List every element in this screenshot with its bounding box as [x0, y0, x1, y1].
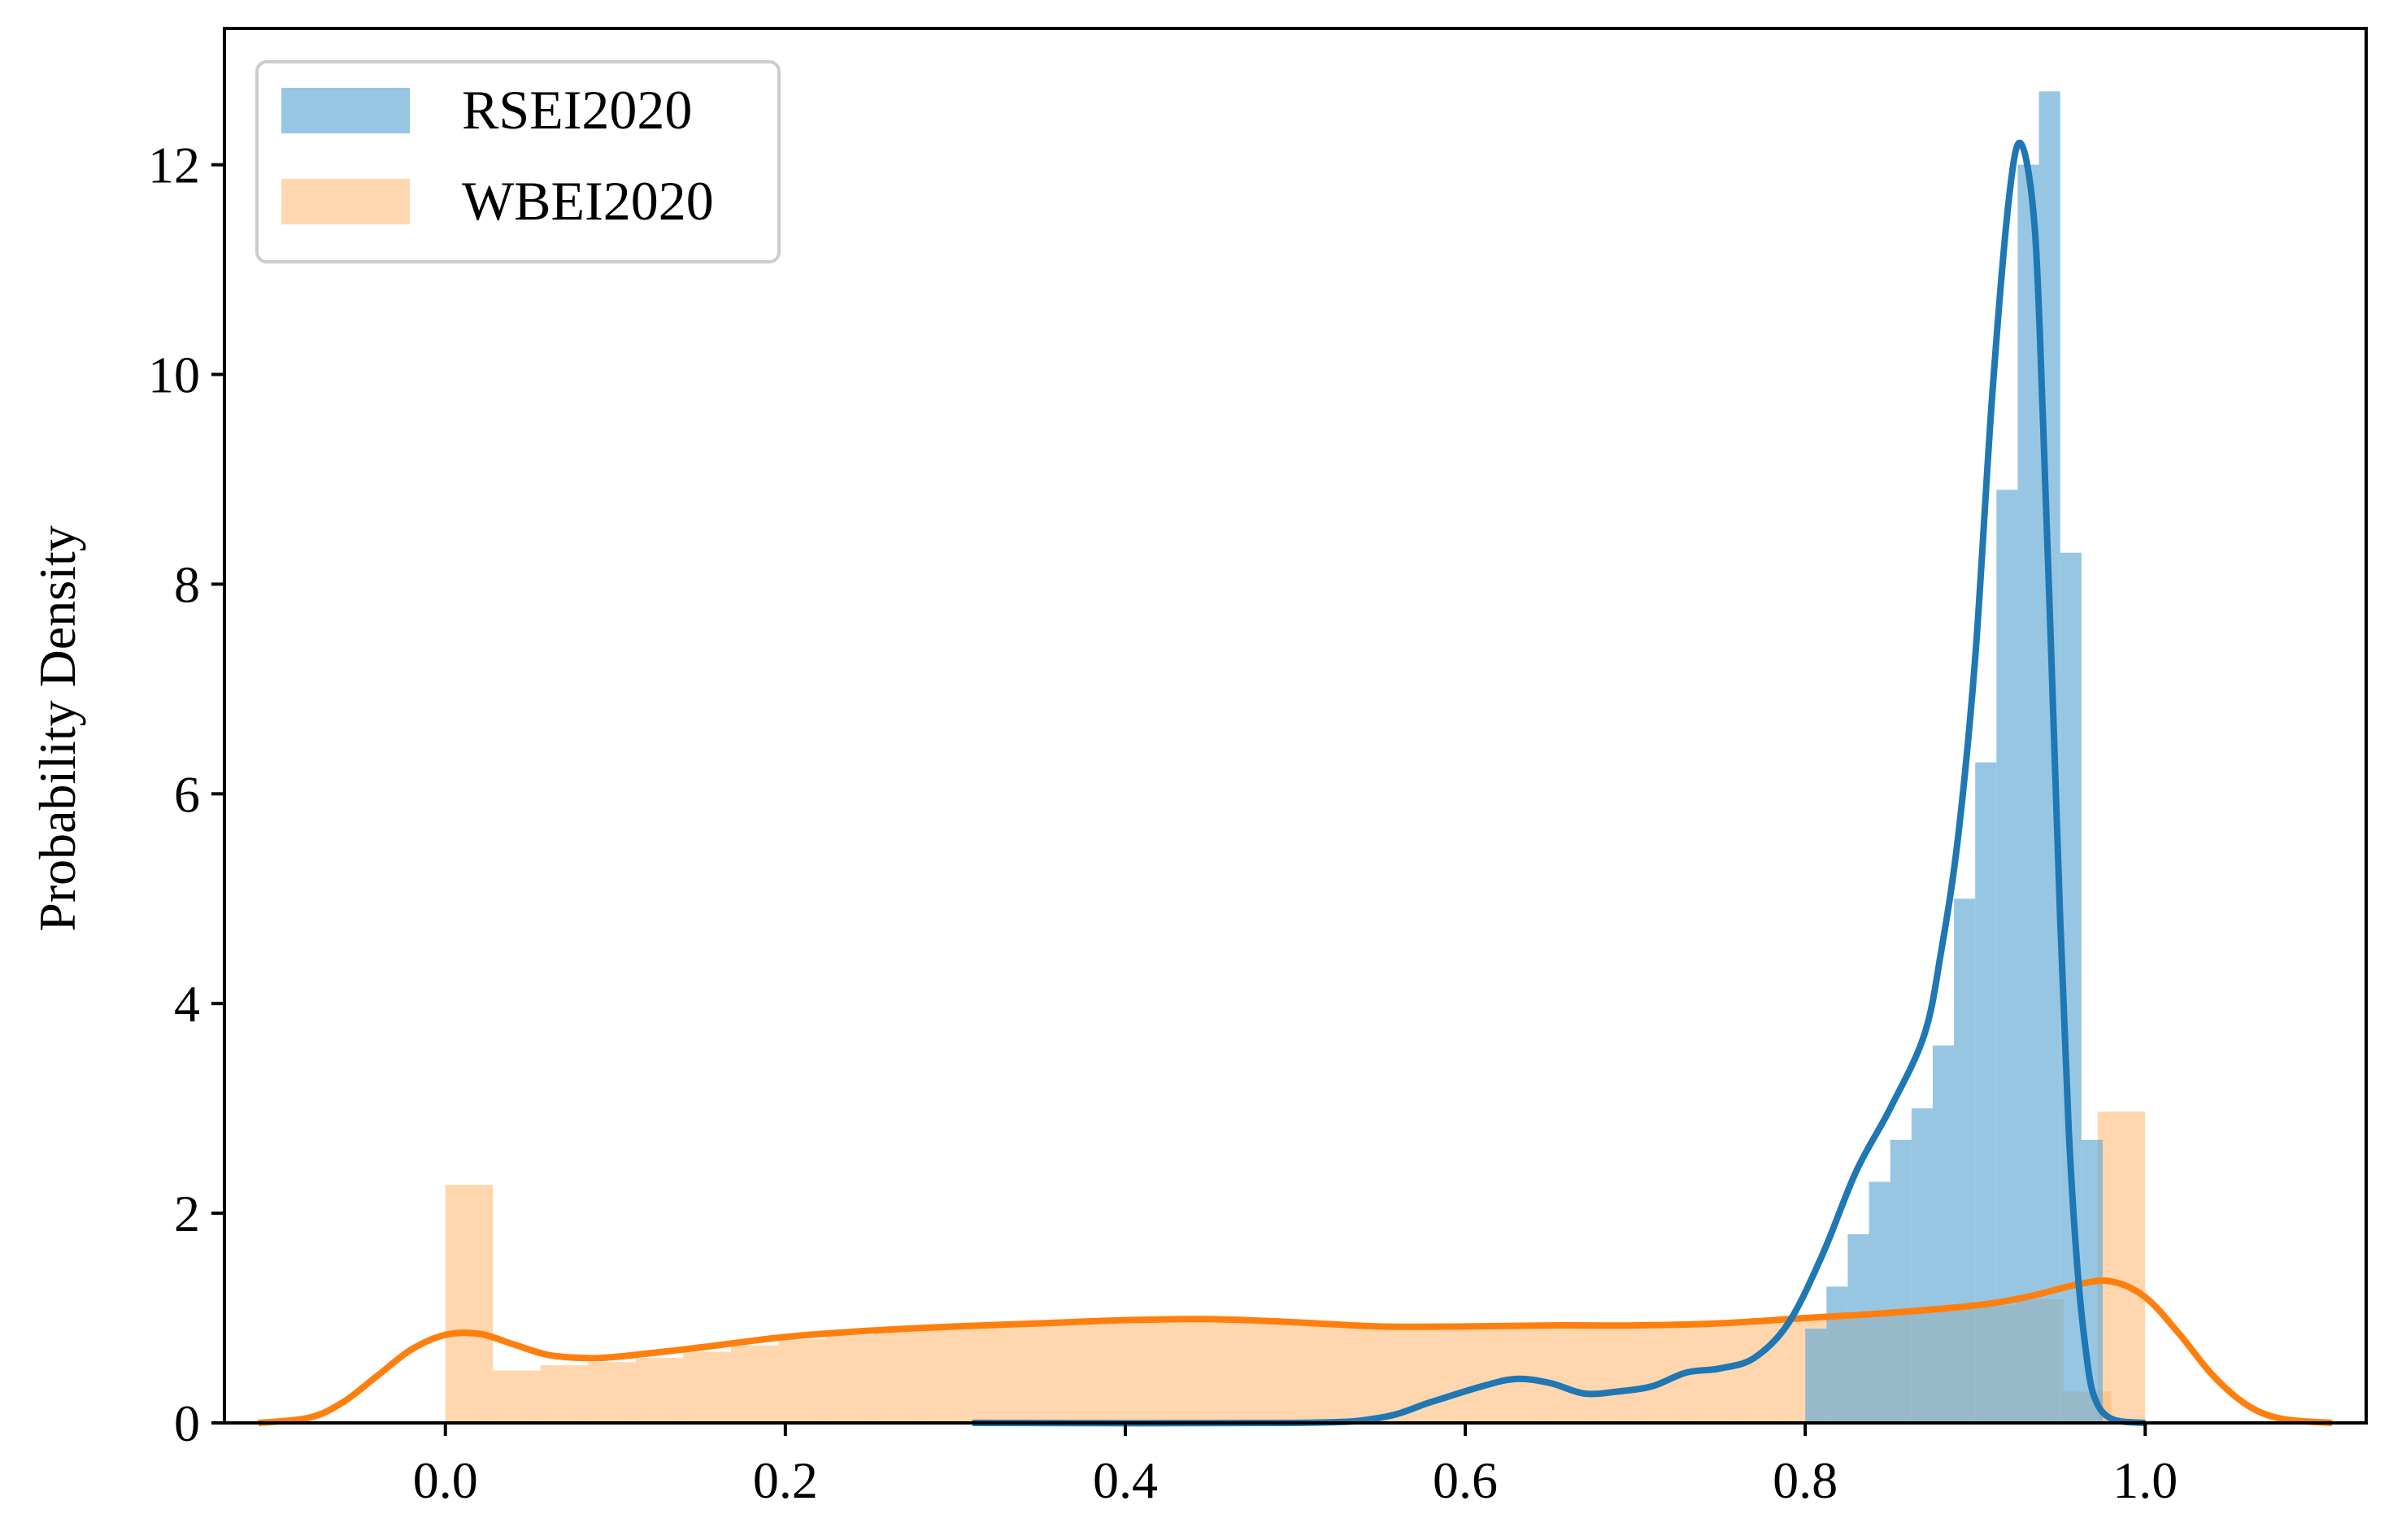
rsei2020-hist-bar	[1996, 489, 2018, 1423]
x-tick-label: 1.0	[2112, 1451, 2178, 1509]
x-tick-label: 0.4	[1093, 1451, 1158, 1509]
rsei2020-hist-bar	[1954, 898, 1976, 1423]
wbei2020-kde-line	[258, 1277, 2333, 1426]
wbei2020-hist-bar	[1016, 1325, 1064, 1423]
wbei2020-hist-bar	[1540, 1326, 1588, 1423]
rsei2020-hist-bar	[1826, 1286, 1848, 1423]
y-tick-label: 8	[174, 555, 200, 613]
legend-label: WBEI2020	[462, 170, 714, 232]
plot-frame	[223, 27, 2368, 1425]
legend: RSEI2020 WBEI2020	[255, 60, 781, 263]
legend-swatch	[281, 88, 410, 133]
wbei2020-hist-bar	[2097, 1111, 2146, 1423]
wbei2020-hist-bar	[540, 1365, 589, 1423]
wbei2020-hist-bar	[1064, 1323, 1112, 1423]
wbei2020-hist-bar	[968, 1327, 1017, 1423]
y-tick-label: 6	[174, 765, 200, 823]
wbei2020-hist-bar	[1444, 1327, 1493, 1423]
wbei2020-hist-bar	[1159, 1320, 1207, 1423]
y-tick-label: 2	[174, 1185, 200, 1242]
rsei2020-hist-bar	[1847, 1233, 1869, 1423]
y-tick-label: 10	[148, 346, 200, 404]
wbei2020-hist-bar	[635, 1358, 684, 1423]
rsei2020-hist-bar	[2017, 164, 2039, 1423]
legend-label: RSEI2020	[462, 79, 692, 141]
histogram-layer	[445, 91, 2146, 1424]
wbei2020-hist-bar	[1492, 1327, 1541, 1423]
wbei2020-hist-bar	[1207, 1319, 1255, 1423]
y-tick-label: 12	[148, 137, 200, 194]
wbei2020-hist-bar	[445, 1185, 494, 1423]
wbei2020-hist-bar	[1730, 1323, 1778, 1423]
wbei2020-hist-bar	[1302, 1322, 1350, 1423]
x-tick-label: 0.8	[1773, 1451, 1838, 1509]
kde-layer	[258, 139, 2333, 1427]
wbei2020-hist-bar	[1254, 1320, 1303, 1423]
wbei2020-hist-bar	[921, 1328, 969, 1423]
x-tick-label: 0.2	[753, 1451, 818, 1509]
wbei2020-hist-bar	[683, 1351, 731, 1423]
wbei2020-hist-bar	[826, 1334, 874, 1423]
rsei2020-hist-bar	[1869, 1181, 1890, 1423]
rsei2020-hist-bar	[1975, 762, 1997, 1423]
wbei2020-hist-bar	[1349, 1325, 1398, 1423]
rsei2020-hist-bar	[1932, 1045, 1955, 1423]
axes-layer: 0.0 0.2 0.4 0.6 0.8 1.0 0 2 4 6 8 10 12	[148, 27, 2368, 1509]
rsei2020-hist-bar	[1911, 1108, 1933, 1423]
wbei2020-hist-bar	[493, 1370, 541, 1423]
legend-swatch	[281, 179, 410, 224]
wbei2020-hist-bar	[730, 1345, 779, 1423]
wbei2020-hist-bar	[588, 1362, 636, 1423]
rsei2020-hist-bar	[1890, 1139, 1912, 1423]
x-tick-label: 0.0	[413, 1451, 478, 1509]
wbei2020-hist-bar	[873, 1330, 922, 1423]
y-axis-label: Probability Density	[28, 525, 86, 932]
y-tick-label: 0	[174, 1394, 200, 1452]
rsei2020-hist-bar	[1805, 1328, 1827, 1423]
x-tick-label: 0.6	[1433, 1451, 1498, 1509]
wbei2020-hist-bar	[778, 1338, 827, 1423]
y-tick-label: 4	[174, 975, 200, 1033]
rsei2020-kde-line	[972, 139, 2146, 1427]
wbei2020-hist-bar	[1112, 1320, 1160, 1423]
wbei2020-hist-bar	[1587, 1326, 1636, 1423]
